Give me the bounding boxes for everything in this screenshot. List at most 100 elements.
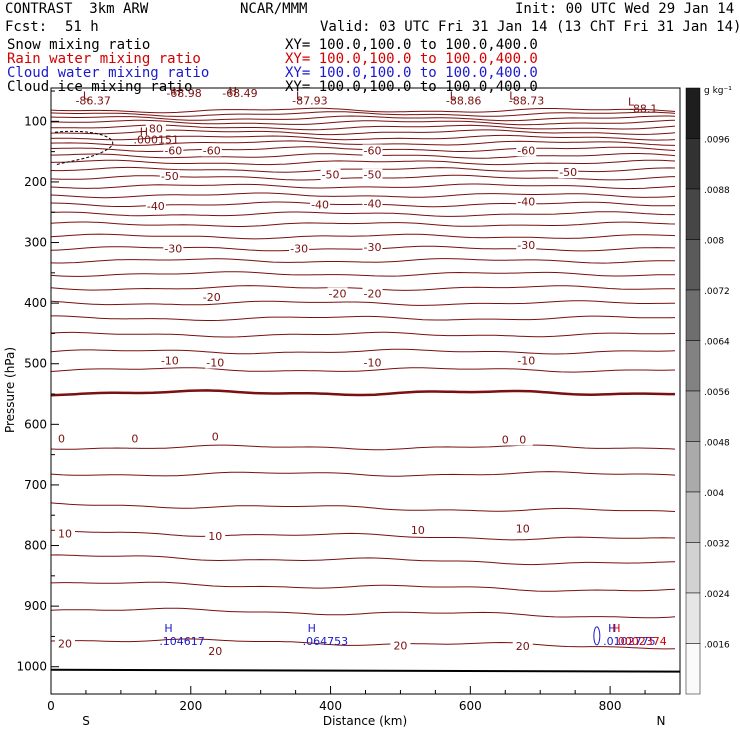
extremum-symbol: L <box>296 89 303 102</box>
contour-annotations: -60 -60 -60 -60 -50 -50 -50 -50 -40 -40 -40 -40 -30 -… <box>51 85 667 658</box>
cloud-water-symbol: H <box>308 622 316 635</box>
init-time: Init: 00 UTC Wed 29 Jan 14 <box>515 1 735 17</box>
isotherm-line <box>50 300 675 306</box>
extremum-symbol: L <box>509 89 516 102</box>
contour-label-bg <box>145 122 166 135</box>
contour-label: 10 <box>58 527 72 540</box>
contour-label-bg <box>201 144 222 157</box>
contour-label: 0 <box>212 430 219 443</box>
contour-label: 20 <box>208 645 222 658</box>
colorbar-segment <box>685 542 701 594</box>
contour-label: -20 <box>364 287 382 300</box>
contour-label: -20 <box>329 287 347 300</box>
contour-label: -20 <box>203 291 221 304</box>
contour-label: 20 <box>516 640 530 653</box>
contour-label-bg <box>362 168 383 181</box>
cloud-water-value: .104617 <box>159 635 205 648</box>
colorbar-segment <box>685 592 701 644</box>
y-tick-label: 800 <box>24 539 47 553</box>
contour-label-bg <box>159 354 180 367</box>
y-tick-label: 200 <box>24 175 47 189</box>
colorbar: .0096 .0088 .008 .0072 .0064 .0056 .0048 .004 .0… <box>685 87 730 695</box>
y-axis-label: Pressure (hPa) <box>3 347 17 433</box>
isotherm-line <box>50 183 676 190</box>
colorbar-tick-label: .0064 <box>704 338 730 348</box>
y-tick-label: 1000 <box>16 660 47 674</box>
contour-label: -10 <box>364 357 382 370</box>
colorbar-tick-label: .008 <box>704 237 724 247</box>
extremum-value: -68.98 <box>166 87 201 100</box>
isotherm-line <box>50 258 675 264</box>
field-cloud-ice-xy: XY= 100.0,100.0 to 100.0,400.0 <box>285 79 538 95</box>
contour-label: 0 <box>502 433 509 446</box>
contour-label-bg <box>516 354 537 367</box>
contour-label-bg <box>495 433 516 446</box>
contour-label-bg <box>51 432 72 445</box>
contour-label-bg <box>512 640 533 653</box>
contour-label: -60 <box>364 144 382 157</box>
contour-label-bg <box>362 197 383 210</box>
colorbar-segment <box>685 289 701 341</box>
contour-label: 10 <box>516 523 530 536</box>
extremum-value: -88.86 <box>446 95 481 108</box>
contour-label: -40 <box>364 198 382 211</box>
isotherm-line <box>50 134 676 141</box>
extremum-value: -88.73 <box>509 95 544 108</box>
extremum-value: -86.37 <box>75 95 110 108</box>
field-snow-xy: XY= 100.0,100.0 to 100.0,400.0 <box>285 37 538 53</box>
contour-label: 10 <box>208 530 222 543</box>
extremum-symbol: H <box>229 85 237 98</box>
field-cloud-water-label: Cloud water mixing ratio <box>7 65 210 81</box>
contour-label: -50 <box>322 169 340 182</box>
contour-label: -40 <box>517 195 535 208</box>
contour-label-bg <box>516 144 537 157</box>
y-tick-label: 300 <box>24 236 47 250</box>
colorbar-tick-label: .0024 <box>704 590 730 600</box>
extremum-value: -88.1 <box>629 103 657 116</box>
contour-label: 0 <box>58 432 65 445</box>
x-tick-label: 0 <box>47 699 55 713</box>
rain-water-value: .0002374 <box>614 635 667 648</box>
colorbar-segment <box>685 138 701 190</box>
center-title: NCAR/MMM <box>240 1 308 17</box>
y-tick-label: 500 <box>24 357 47 371</box>
contour-label-bg <box>163 144 184 157</box>
y-tick-label: 600 <box>24 417 47 431</box>
y-tick-label: 400 <box>24 296 47 310</box>
colorbar-tick-label: .0032 <box>704 540 730 550</box>
snow-outline <box>54 130 114 166</box>
isotherm-line <box>50 211 675 217</box>
contour-label-bg <box>362 144 383 157</box>
cloud-water-symbol: H <box>608 622 616 635</box>
isotherm-line <box>50 389 675 397</box>
contour-label-bg <box>54 637 75 650</box>
contour-label-bg <box>390 639 411 652</box>
colorbar-tick-label: .0072 <box>704 287 730 297</box>
colorbar-segment <box>685 340 701 392</box>
cloud-water-symbol: H <box>164 622 172 635</box>
extremum-value: -68.49 <box>222 87 257 100</box>
y-axis: 100 200 300 400 500 600 700 800 900 1000 <box>16 90 59 674</box>
cloud-water-value: .0102775 <box>603 635 656 648</box>
isotherm-line <box>50 638 676 650</box>
isotherm-line <box>50 233 676 240</box>
cloud-water-value: .064753 <box>303 635 349 648</box>
contour-label: -30 <box>364 241 382 254</box>
contour-label-bg <box>407 523 428 536</box>
field-rain-label: Rain water mixing ratio <box>7 51 201 67</box>
contour-label-bg <box>327 287 348 300</box>
colorbar-segment <box>685 390 701 442</box>
contour-label: 20 <box>393 640 407 653</box>
isotherm-line <box>50 607 676 619</box>
contour-label: 10 <box>411 524 425 537</box>
contour-label: -10 <box>206 357 224 370</box>
colorbar-tick-label: .0088 <box>704 186 730 196</box>
left-end-label: S <box>82 714 90 728</box>
contour-label-bg <box>159 169 180 182</box>
isotherm-line <box>50 271 675 277</box>
contour-label: 0 <box>519 433 526 446</box>
isotherm-line <box>50 115 676 122</box>
x-axis: 0 200 400 600 800 <box>47 686 681 713</box>
extremum-symbol: L <box>628 95 635 108</box>
x-tick-label: 400 <box>319 699 342 713</box>
